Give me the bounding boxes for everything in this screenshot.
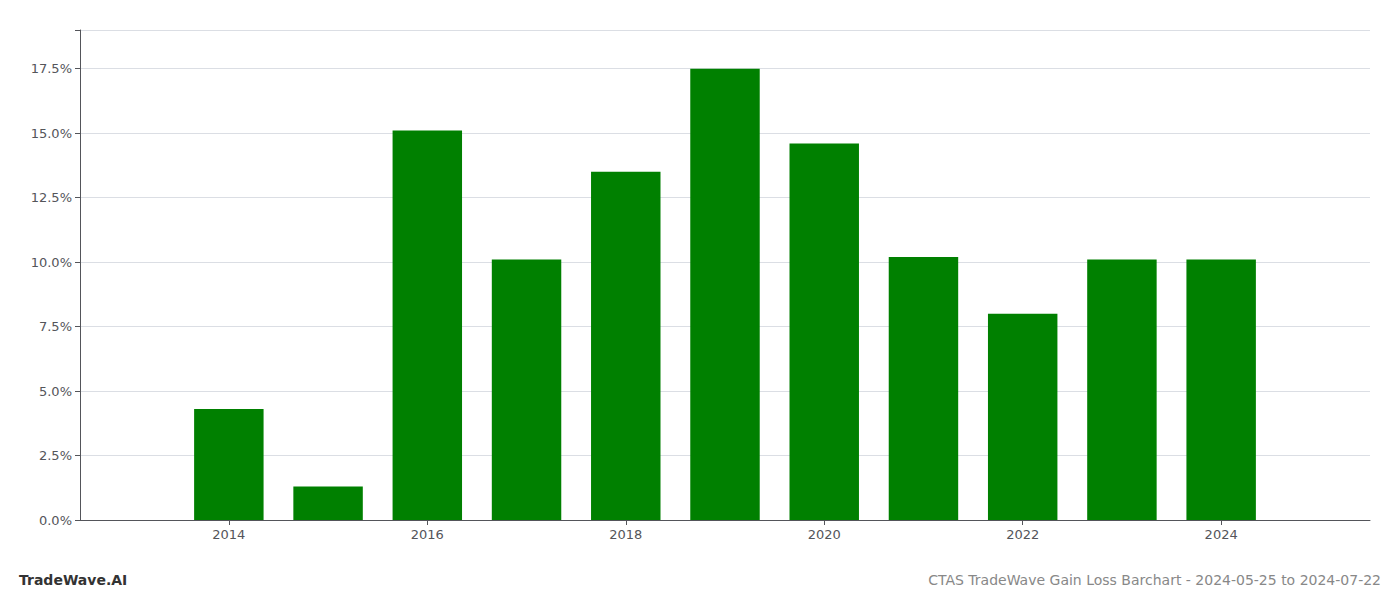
- svg-text:10.0%: 10.0%: [31, 255, 72, 270]
- svg-text:15.0%: 15.0%: [31, 126, 72, 141]
- svg-text:2024: 2024: [1205, 527, 1238, 542]
- svg-text:2014: 2014: [212, 527, 245, 542]
- svg-text:7.5%: 7.5%: [39, 319, 72, 334]
- svg-text:CTAS TradeWave Gain Loss Barch: CTAS TradeWave Gain Loss Barchart - 2024…: [928, 572, 1381, 588]
- svg-text:5.0%: 5.0%: [39, 384, 72, 399]
- svg-text:2018: 2018: [609, 527, 642, 542]
- svg-text:2016: 2016: [411, 527, 444, 542]
- svg-text:2.5%: 2.5%: [39, 448, 72, 463]
- svg-text:12.5%: 12.5%: [31, 190, 72, 205]
- svg-text:2020: 2020: [808, 527, 841, 542]
- svg-text:0.0%: 0.0%: [39, 513, 72, 528]
- svg-text:TradeWave.AI: TradeWave.AI: [19, 572, 127, 588]
- svg-text:17.5%: 17.5%: [31, 61, 72, 76]
- svg-text:2022: 2022: [1006, 527, 1039, 542]
